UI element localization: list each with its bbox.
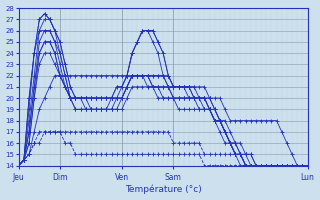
X-axis label: Température (°c): Température (°c) — [125, 185, 202, 194]
